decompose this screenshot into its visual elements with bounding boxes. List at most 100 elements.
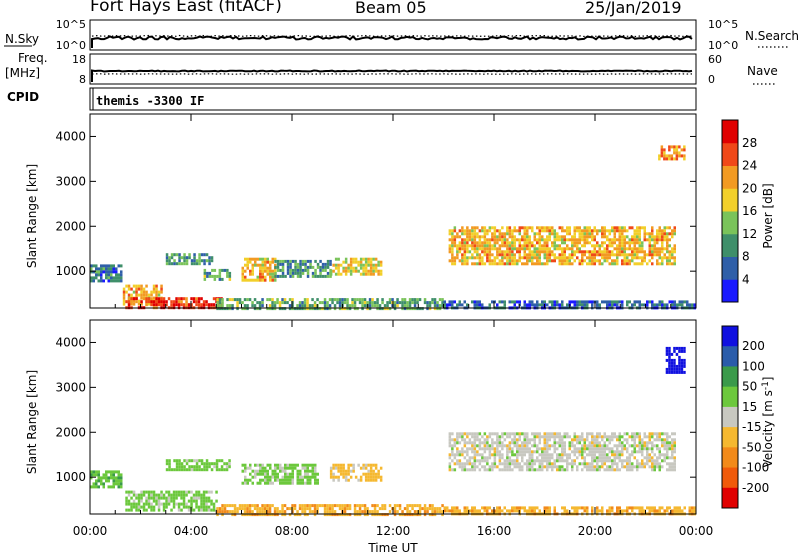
vel-cell <box>378 507 382 511</box>
vel-cell <box>618 468 621 472</box>
power-cell <box>643 256 646 260</box>
vel-cell <box>411 507 414 511</box>
vel-cell <box>598 435 601 439</box>
power-cell <box>646 253 649 257</box>
power-cell <box>578 250 581 254</box>
vel-cell <box>286 481 289 485</box>
power-cell <box>553 253 556 257</box>
vel-cell <box>238 504 242 508</box>
vel-cell <box>173 459 176 463</box>
power-cell <box>364 272 368 276</box>
power-cell <box>586 262 589 266</box>
vel-cell <box>332 463 335 467</box>
vel-cell <box>218 468 221 472</box>
power-cell <box>112 276 115 280</box>
power-cell <box>218 277 222 281</box>
vel-cell <box>311 510 314 514</box>
vel-cell <box>463 441 467 445</box>
vel-cell <box>468 441 472 445</box>
vel-cell <box>498 509 501 513</box>
vel-cell <box>266 510 269 514</box>
vel-cell <box>92 473 95 477</box>
vel-cell <box>473 435 477 439</box>
vel-cell <box>203 468 206 472</box>
power-cell <box>551 300 554 304</box>
power-cell <box>238 298 242 302</box>
vel-cell <box>398 507 402 511</box>
vel-cell <box>573 506 576 510</box>
power-cell <box>426 301 429 305</box>
vel-cell <box>200 468 204 472</box>
vel-cell <box>162 508 166 512</box>
vel-cell <box>100 479 103 483</box>
vel-cell <box>651 465 654 469</box>
power-cell <box>323 304 327 308</box>
power-cell <box>100 270 103 274</box>
power-cell <box>324 262 327 266</box>
power-cell <box>513 256 516 260</box>
vel-cell <box>125 496 128 500</box>
power-cell <box>616 259 619 263</box>
vel-cell <box>296 481 299 485</box>
power-cell <box>606 244 609 248</box>
vel-cell <box>393 513 397 517</box>
vel-cell <box>150 493 153 497</box>
power-cell <box>501 238 504 242</box>
vel-cell <box>528 459 531 463</box>
power-cell <box>140 302 143 306</box>
power-cell <box>241 269 244 273</box>
vel-cell <box>461 432 464 436</box>
vel-cell <box>538 432 541 436</box>
vel-cell <box>536 444 539 448</box>
vel-cell <box>513 435 516 439</box>
vel-cell <box>481 453 484 457</box>
power-cell <box>344 260 348 264</box>
vel-cell <box>628 468 631 472</box>
vel-cell <box>578 453 581 457</box>
power-cell <box>521 238 524 242</box>
vel-cell <box>683 506 686 510</box>
power-cell <box>641 259 644 263</box>
power-cell <box>636 226 639 230</box>
vel-cell <box>671 465 674 469</box>
vel-cell <box>132 493 136 497</box>
vel-cell <box>493 453 497 457</box>
vel-cell <box>251 481 254 485</box>
power-cell <box>673 259 676 263</box>
power-cell <box>598 244 601 248</box>
power-cell <box>386 304 389 308</box>
power-cell <box>543 250 546 254</box>
power-cell <box>249 257 252 261</box>
vel-cell <box>656 447 659 451</box>
vel-cell <box>653 465 656 469</box>
vel-cell <box>596 438 599 442</box>
vel-cell <box>281 481 284 485</box>
power-cell <box>195 262 199 266</box>
power-cell <box>665 157 669 161</box>
power-cell <box>316 298 319 302</box>
power-cell <box>493 256 497 260</box>
power-cell <box>246 298 249 302</box>
power-cell <box>583 244 586 248</box>
vel-cell <box>357 463 360 467</box>
vel-cell <box>631 465 634 469</box>
vel-cell <box>591 450 594 454</box>
vel-cell <box>616 462 619 466</box>
power-cell <box>401 307 404 311</box>
vel-cell <box>453 453 457 457</box>
vel-cell <box>306 475 309 479</box>
power-colorbar-swatch <box>722 120 738 144</box>
power-colorbar-label: Power [dB] <box>761 183 775 248</box>
power-cell <box>100 279 103 283</box>
vel-cell <box>125 502 128 506</box>
vel-cell <box>608 509 611 513</box>
vel-cell <box>583 462 586 466</box>
power-cell <box>503 250 507 254</box>
power-cell <box>371 304 374 308</box>
power-cell <box>371 298 374 302</box>
vel-cell <box>393 510 397 514</box>
power-cell <box>182 297 186 301</box>
power-cell <box>503 262 507 266</box>
power-cell <box>369 269 373 273</box>
power-cell <box>145 300 148 304</box>
